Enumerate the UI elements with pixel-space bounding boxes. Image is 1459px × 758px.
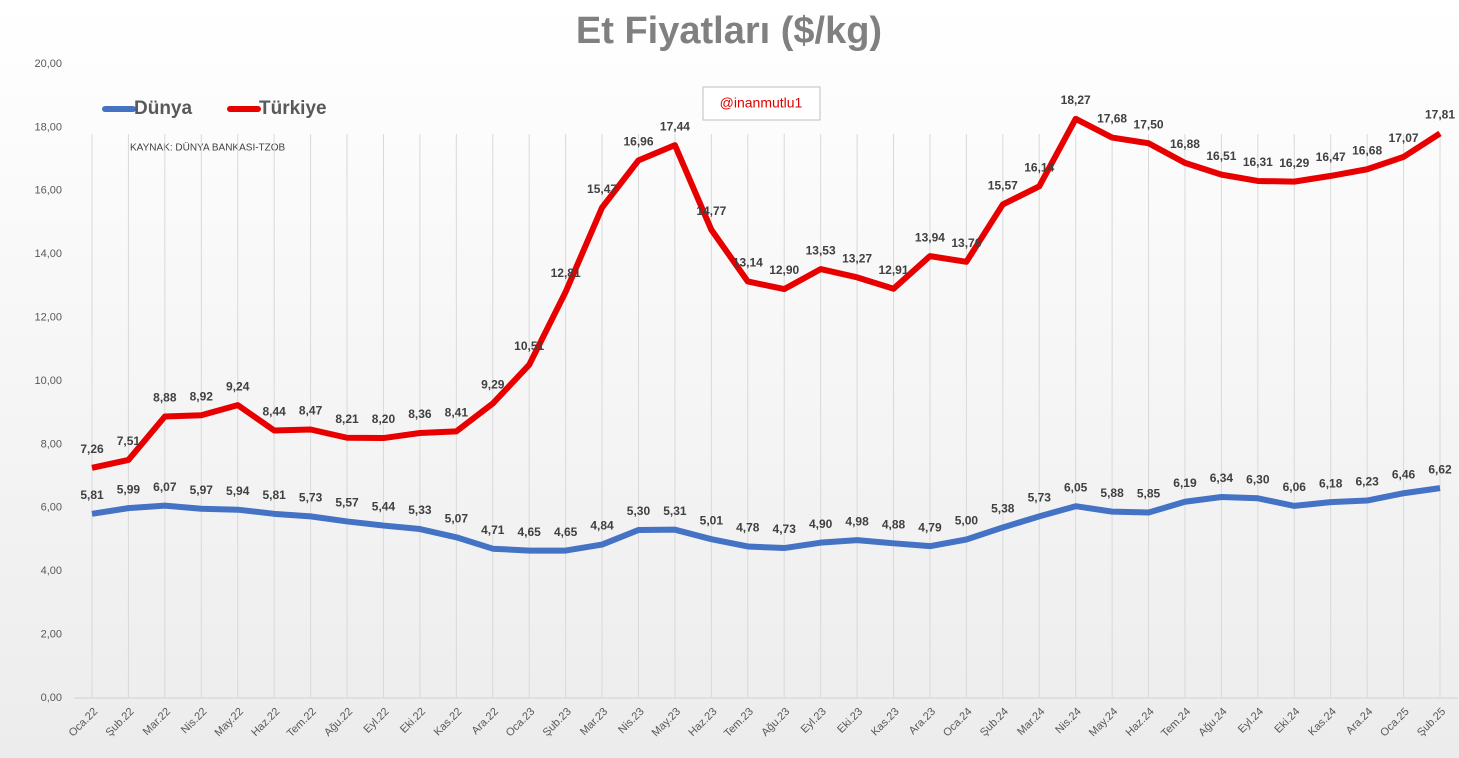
- data-label: 8,92: [190, 389, 214, 403]
- data-label: 5,01: [700, 513, 724, 527]
- data-label: 6,46: [1392, 467, 1416, 481]
- y-tick-label: 16,00: [34, 185, 62, 197]
- legend-label: Türkiye: [259, 98, 327, 119]
- y-tick-label: 14,00: [34, 248, 62, 260]
- data-label: 5,85: [1137, 487, 1161, 501]
- chart-title: Et Fiyatları ($/kg): [576, 10, 882, 52]
- annotation-box: [702, 86, 821, 121]
- y-tick-label: 2,00: [41, 629, 62, 641]
- data-label: 4,71: [481, 523, 505, 537]
- data-label: 5,33: [408, 503, 432, 517]
- data-label: 4,79: [918, 520, 942, 534]
- data-label: 5,73: [299, 491, 323, 505]
- data-label: 6,23: [1355, 475, 1379, 489]
- y-tick-label: 4,00: [41, 565, 62, 577]
- data-label: 13,94: [915, 230, 945, 244]
- data-label: 8,41: [445, 406, 469, 420]
- y-tick-label: 8,00: [41, 438, 62, 450]
- data-label: 5,30: [627, 504, 651, 518]
- data-label: 7,26: [80, 442, 104, 456]
- data-label: 17,50: [1134, 117, 1164, 131]
- data-label: 13,76: [951, 236, 981, 250]
- data-label: 5,44: [372, 500, 396, 514]
- data-label: 6,30: [1246, 472, 1270, 486]
- data-label: 5,57: [335, 496, 359, 510]
- data-label: 13,53: [806, 243, 836, 257]
- data-label: 4,90: [809, 517, 833, 531]
- annotation: @inanmutlu1: [720, 95, 803, 111]
- data-label: 6,19: [1173, 476, 1197, 490]
- data-label: 13,27: [842, 252, 872, 266]
- data-label: 13,14: [733, 256, 763, 270]
- data-label: 16,51: [1206, 149, 1236, 163]
- data-label: 5,00: [955, 514, 979, 528]
- data-label: 17,68: [1097, 112, 1127, 126]
- data-label: 4,65: [554, 525, 578, 539]
- data-label: 5,99: [117, 482, 141, 496]
- data-label: 12,81: [551, 266, 581, 280]
- data-label: 18,27: [1061, 93, 1091, 107]
- data-label: 5,81: [262, 488, 286, 502]
- data-label: 8,20: [372, 412, 396, 426]
- y-tick-label: 0,00: [41, 692, 62, 704]
- line-series: [91, 115, 1442, 471]
- data-label: 14,77: [696, 204, 726, 218]
- y-tick-label: 10,00: [34, 375, 62, 387]
- data-label: 8,21: [335, 412, 359, 426]
- data-label: 15,47: [587, 182, 617, 196]
- y-tick-label: 18,00: [34, 121, 62, 133]
- data-label: 12,91: [878, 263, 908, 277]
- data-label: 8,44: [262, 405, 286, 419]
- data-label: 4,65: [518, 525, 542, 539]
- data-label: 9,24: [226, 379, 250, 393]
- data-label: 16,31: [1243, 155, 1273, 169]
- data-label: 17,81: [1425, 108, 1455, 122]
- data-label: 8,88: [153, 391, 177, 405]
- legend-label: Dünya: [134, 98, 193, 119]
- data-label: 5,81: [80, 488, 104, 502]
- data-label: 9,29: [481, 378, 505, 392]
- data-label: 5,31: [663, 504, 687, 518]
- y-tick-label: 12,00: [34, 312, 62, 324]
- data-label: 4,88: [882, 517, 906, 531]
- data-label: 5,88: [1100, 486, 1124, 500]
- data-label: 16,96: [623, 135, 653, 149]
- data-label: 16,29: [1279, 156, 1309, 170]
- data-label: 4,78: [736, 521, 760, 535]
- data-label: 4,73: [773, 522, 797, 536]
- data-label: 6,06: [1283, 480, 1307, 494]
- data-label: 16,14: [1024, 161, 1054, 175]
- data-label: 16,88: [1170, 137, 1200, 151]
- data-label: 5,97: [190, 483, 214, 497]
- data-label: 4,84: [590, 519, 614, 533]
- y-tick-label: 20,00: [34, 58, 62, 70]
- data-label: 16,47: [1316, 150, 1346, 164]
- data-label: 7,51: [117, 434, 141, 448]
- data-label: 6,05: [1064, 480, 1088, 494]
- line-series: [91, 485, 1441, 554]
- data-label: 6,34: [1210, 471, 1234, 485]
- data-label: 16,68: [1352, 143, 1382, 157]
- annotation: KAYNAK: DÜNYA BANKASI-TZOB: [130, 142, 286, 154]
- data-label: 6,18: [1319, 476, 1343, 490]
- data-label: 8,47: [299, 404, 323, 418]
- data-label: 17,44: [660, 119, 690, 133]
- data-label: 17,07: [1389, 131, 1419, 145]
- data-label: 12,90: [769, 263, 799, 277]
- data-label: 6,62: [1428, 462, 1452, 476]
- data-label: 5,38: [991, 502, 1015, 516]
- y-tick-label: 6,00: [41, 502, 62, 514]
- data-label: 5,94: [226, 484, 250, 498]
- data-label: 5,07: [445, 511, 469, 525]
- data-label: 8,36: [408, 407, 432, 421]
- data-label: 4,98: [845, 514, 869, 528]
- data-label: 5,73: [1028, 491, 1052, 505]
- data-label: 15,57: [988, 179, 1018, 193]
- data-label: 6,07: [153, 480, 177, 494]
- data-label: 10,51: [514, 339, 544, 353]
